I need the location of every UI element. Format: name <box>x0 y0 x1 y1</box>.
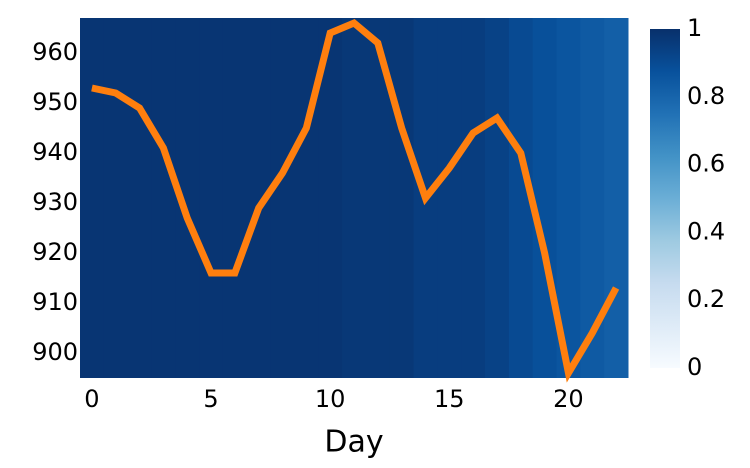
heatmap-cell <box>580 18 605 378</box>
line <box>91 18 620 383</box>
heatmap-cell <box>485 18 510 378</box>
colorbar <box>650 29 680 368</box>
heatmap-cell <box>222 18 248 378</box>
colorbar-tick-label: 0.8 <box>687 82 725 110</box>
y-tick-label: 920 <box>32 238 78 266</box>
y-tick-label: 950 <box>32 88 78 116</box>
x-tick-label: 10 <box>315 385 346 413</box>
x-tick-label: 0 <box>84 385 99 413</box>
heatmap <box>80 18 629 378</box>
colorbar-tick-label: 0 <box>687 353 702 381</box>
y-tick-label: 960 <box>32 38 78 66</box>
x-axis-label: Day <box>324 425 383 460</box>
x-tick-label: 15 <box>434 385 465 413</box>
colorbar-tick-label: 0.2 <box>687 285 725 313</box>
y-tick-label: 930 <box>32 188 78 216</box>
heatmap-cell <box>532 18 558 378</box>
heatmap-cell <box>151 18 176 378</box>
heatmap-cell <box>461 18 486 378</box>
x-tick-label: 5 <box>203 385 218 413</box>
heatmap-cell <box>437 18 462 378</box>
heatmap-cell <box>127 18 152 378</box>
y-tick-label: 910 <box>32 288 78 316</box>
heatmap-cell <box>80 18 105 378</box>
heatmap-cell <box>604 18 629 378</box>
colorbar-tick-label: 0.6 <box>687 150 725 178</box>
heatmap-cell <box>103 18 129 378</box>
y-tick-label: 940 <box>32 138 78 166</box>
colorbar-tick-label: 0.4 <box>687 217 725 245</box>
heatmap-cell <box>342 18 367 378</box>
y-tick-label: 900 <box>32 338 78 366</box>
colorbar-tick-label: 1 <box>687 14 702 42</box>
x-tick-label: 20 <box>553 385 584 413</box>
heatmap-cell <box>294 18 319 378</box>
heatmap-cell <box>270 18 295 378</box>
heatmap-cell <box>199 18 224 378</box>
heatmap-cell <box>389 18 415 378</box>
